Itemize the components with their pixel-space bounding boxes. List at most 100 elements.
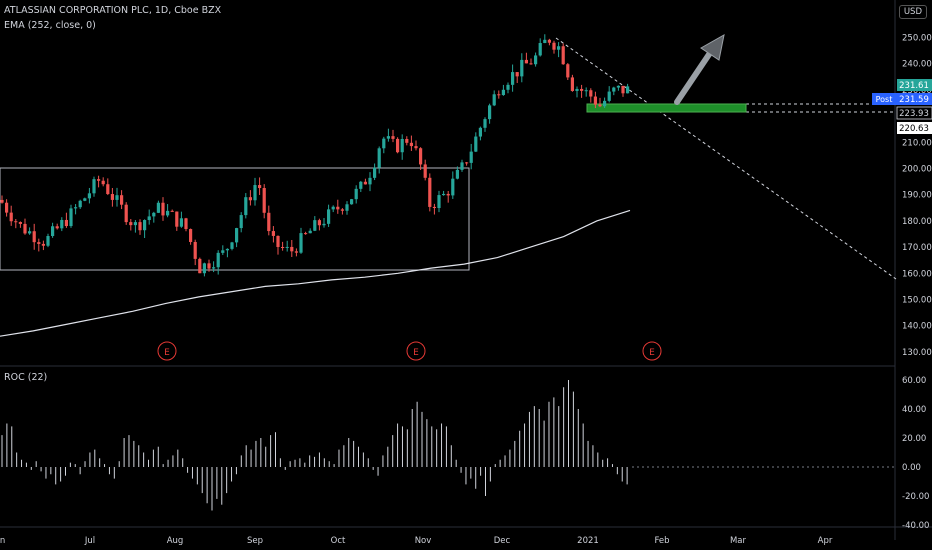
roc-legend[interactable]: ROC (22) [4, 372, 48, 383]
candle [133, 220, 137, 233]
candle [271, 226, 275, 243]
candle [483, 117, 487, 132]
candle [267, 205, 271, 236]
roc-tick-label: 0.00 [902, 463, 921, 473]
candle [120, 190, 124, 210]
candle [28, 227, 32, 235]
candle [511, 64, 515, 92]
roc-axis: -40.00 -20.00 0.00 20.00 40.00 60.00 [902, 376, 929, 531]
candle [156, 200, 160, 214]
candle [18, 221, 22, 228]
candle [524, 52, 528, 64]
candle [262, 184, 266, 219]
roc-tick-label: 20.00 [902, 434, 926, 444]
last-price-tag: 231.61 [897, 79, 932, 91]
roc-tick-label: -40.00 [902, 521, 929, 531]
candle [506, 82, 510, 94]
candle [64, 212, 68, 228]
time-tick-label: Apr [818, 536, 833, 546]
candle [51, 222, 55, 238]
candle [589, 88, 593, 103]
candle [78, 199, 82, 209]
currency-badge[interactable]: USD [898, 5, 927, 19]
candle [570, 74, 574, 92]
symbol-title: ATLASSIAN CORPORATION PLC, 1D, Cboe BZX [4, 5, 222, 16]
candle [5, 199, 9, 217]
candle [175, 211, 179, 231]
earnings-marker[interactable]: E [642, 341, 662, 361]
svg-text:E: E [164, 348, 170, 358]
trendline [555, 37, 897, 280]
time-tick-label: Feb [654, 536, 669, 546]
price-tick-label: 150.00 [902, 296, 932, 306]
support-zone [586, 103, 747, 113]
candle [14, 219, 18, 229]
candle [294, 248, 298, 257]
candle [557, 42, 561, 58]
candle [161, 197, 165, 221]
candle [497, 90, 501, 99]
candle [603, 97, 607, 109]
candle [101, 177, 105, 187]
svg-text:220.63: 220.63 [899, 124, 929, 134]
candle [428, 173, 432, 212]
candle [258, 177, 262, 195]
candle [285, 240, 289, 252]
time-tick-label: Dec [494, 536, 511, 546]
candle [391, 129, 395, 143]
candle [621, 85, 625, 97]
candle [414, 140, 418, 151]
candle [561, 43, 565, 65]
svg-text:E: E [649, 348, 655, 358]
price-tick-label: 250.00 [902, 34, 932, 44]
price-tick-label: 210.00 [902, 138, 932, 148]
candle [451, 171, 455, 199]
candle [350, 198, 354, 205]
candles [0, 34, 630, 277]
candle [198, 257, 202, 274]
candle [37, 238, 41, 252]
candle [566, 63, 570, 81]
candle [0, 195, 4, 204]
candle [405, 136, 409, 146]
candle [442, 190, 446, 196]
candle [515, 72, 519, 83]
price-tick-label: 140.00 [902, 322, 932, 332]
time-tick-label: Nov [415, 536, 432, 546]
candle [432, 203, 436, 215]
candle [520, 53, 524, 83]
roc-tick-label: 60.00 [902, 376, 926, 386]
candle [97, 175, 101, 188]
level-tag-lower: 220.63 [897, 122, 932, 134]
candle [253, 177, 257, 206]
candle [138, 219, 142, 235]
ema-legend[interactable]: EMA (252, close, 0) [4, 20, 96, 31]
price-tick-label: 130.00 [902, 348, 932, 358]
level-tag-upper: 223.93 [896, 106, 932, 120]
candle [580, 84, 584, 98]
candle [488, 103, 492, 124]
candle [129, 218, 133, 231]
candle [492, 90, 496, 107]
time-axis: Jun Jul Aug Sep Oct Nov Dec 2021 Feb Mar Apr [0, 536, 833, 546]
candle [74, 204, 78, 215]
candle [363, 178, 367, 185]
price-tick-label: 160.00 [902, 269, 932, 279]
candle [184, 217, 188, 232]
candle [423, 159, 427, 181]
candle [331, 205, 335, 213]
candle [41, 240, 45, 251]
candle [166, 204, 170, 218]
candle [446, 190, 450, 203]
candle [474, 132, 478, 153]
earnings-marker[interactable]: E [406, 341, 426, 361]
time-tick-label: Sep [247, 536, 263, 546]
candle [626, 83, 630, 94]
candle [244, 193, 248, 219]
svg-text:Post: Post [876, 95, 893, 104]
candle [46, 233, 50, 248]
roc-tick-label: -20.00 [902, 492, 929, 502]
earnings-marker[interactable]: E [157, 341, 177, 361]
price-tick-label: 180.00 [902, 217, 932, 227]
